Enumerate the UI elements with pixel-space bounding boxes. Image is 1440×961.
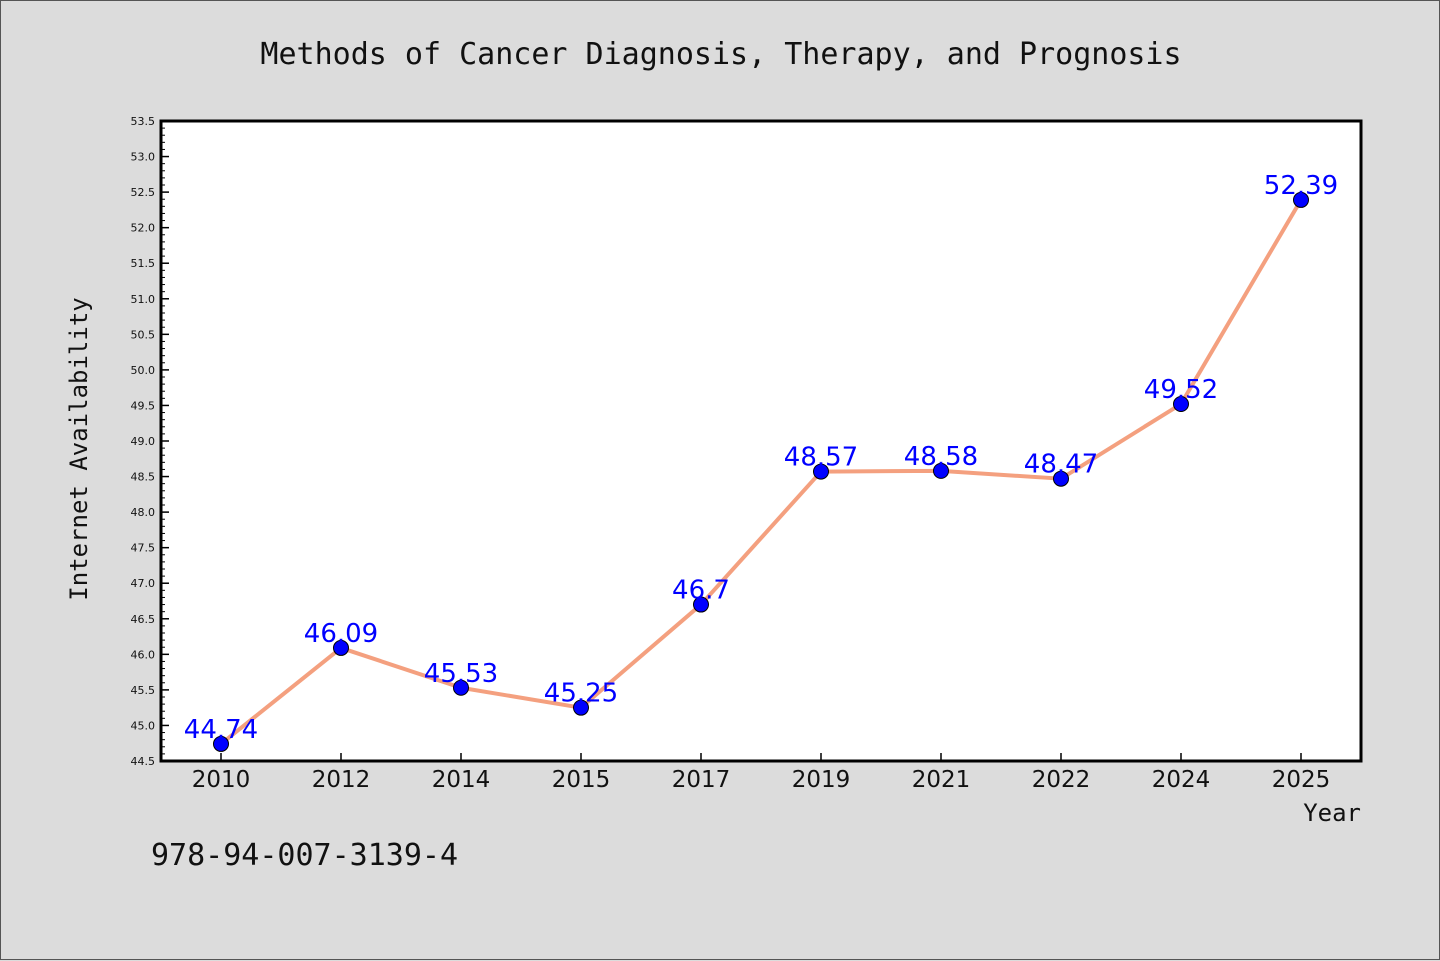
data-point bbox=[813, 463, 829, 480]
y-tick-label: 48.5 bbox=[131, 471, 156, 484]
data-label: 48.57 bbox=[784, 443, 858, 473]
data-point bbox=[933, 462, 949, 479]
data-label: 44.74 bbox=[184, 715, 258, 745]
y-tick-label: 45.5 bbox=[131, 684, 156, 697]
x-tick-label: 2012 bbox=[312, 767, 371, 793]
x-tick-label: 2014 bbox=[432, 767, 491, 793]
y-tick-label: 52.0 bbox=[131, 222, 156, 235]
y-tick-label: 53.5 bbox=[131, 115, 156, 128]
y-tick-label: 46.0 bbox=[131, 648, 156, 661]
isbn-text: 978-94-007-3139-4 bbox=[151, 838, 458, 873]
x-tick-label: 2019 bbox=[792, 767, 851, 793]
y-tick-label: 44.5 bbox=[131, 755, 156, 768]
data-point bbox=[453, 679, 469, 696]
data-label: 52.39 bbox=[1264, 171, 1338, 201]
y-tick-label: 49.5 bbox=[131, 399, 156, 412]
y-tick-label: 48.0 bbox=[131, 506, 156, 519]
y-tick-label: 46.5 bbox=[131, 613, 156, 626]
y-tick-label: 49.0 bbox=[131, 435, 156, 448]
y-axis-label: Internet Availability bbox=[65, 297, 93, 600]
y-tick-label: 45.0 bbox=[131, 719, 156, 732]
data-label: 45.53 bbox=[424, 659, 498, 689]
x-tick-label: 2015 bbox=[552, 767, 611, 793]
data-label: 49.52 bbox=[1144, 375, 1218, 405]
data-point bbox=[333, 639, 349, 656]
series-1: 44.74 46.09 45.53 45.25 46.7 48.57 48.58 48.47 4… bbox=[184, 171, 1338, 752]
x-tick-label: 2021 bbox=[912, 767, 971, 793]
y-tick-label: 51.0 bbox=[131, 293, 156, 306]
plot-area bbox=[159, 119, 1363, 763]
data-point bbox=[693, 596, 709, 613]
x-tick-label: 2025 bbox=[1272, 767, 1331, 793]
y-tick-label: 50.5 bbox=[131, 328, 156, 341]
data-point bbox=[213, 735, 229, 752]
y-tick-label: 50.0 bbox=[131, 364, 156, 377]
x-tick-label: 2022 bbox=[1032, 767, 1091, 793]
data-label: 46.09 bbox=[304, 619, 378, 649]
y-tick-label: 47.0 bbox=[131, 577, 156, 590]
series-line bbox=[219, 198, 1303, 746]
data-point bbox=[1053, 470, 1069, 487]
y-tick-label: 47.5 bbox=[131, 542, 156, 555]
data-point bbox=[1293, 191, 1309, 208]
data-point bbox=[573, 699, 589, 716]
data-label: 45.25 bbox=[544, 679, 618, 709]
data-point bbox=[1173, 396, 1189, 413]
x-tick-label: 2017 bbox=[672, 767, 731, 793]
data-label: 48.47 bbox=[1024, 450, 1098, 480]
data-label: 46.7 bbox=[672, 576, 730, 606]
y-tick-label: 52.5 bbox=[131, 186, 156, 199]
data-label: 48.58 bbox=[904, 442, 978, 472]
y-tick-label: 53.0 bbox=[131, 151, 156, 164]
y-axis: 44.5 45.0 45.5 46.0 46.5 47.0 47.5 48.0 48.5 49.0… bbox=[131, 115, 169, 768]
x-tick-label: 2010 bbox=[192, 767, 251, 793]
y-tick-label: 51.5 bbox=[131, 257, 156, 270]
chart-title: Methods of Cancer Diagnosis, Therapy, an… bbox=[260, 37, 1181, 72]
x-axis: 2010 2012 2014 2015 2017 2019 2021 2022 2024 2025 bbox=[192, 753, 1331, 793]
x-tick-label: 2024 bbox=[1152, 767, 1211, 793]
x-axis-label: Year bbox=[1303, 799, 1361, 827]
